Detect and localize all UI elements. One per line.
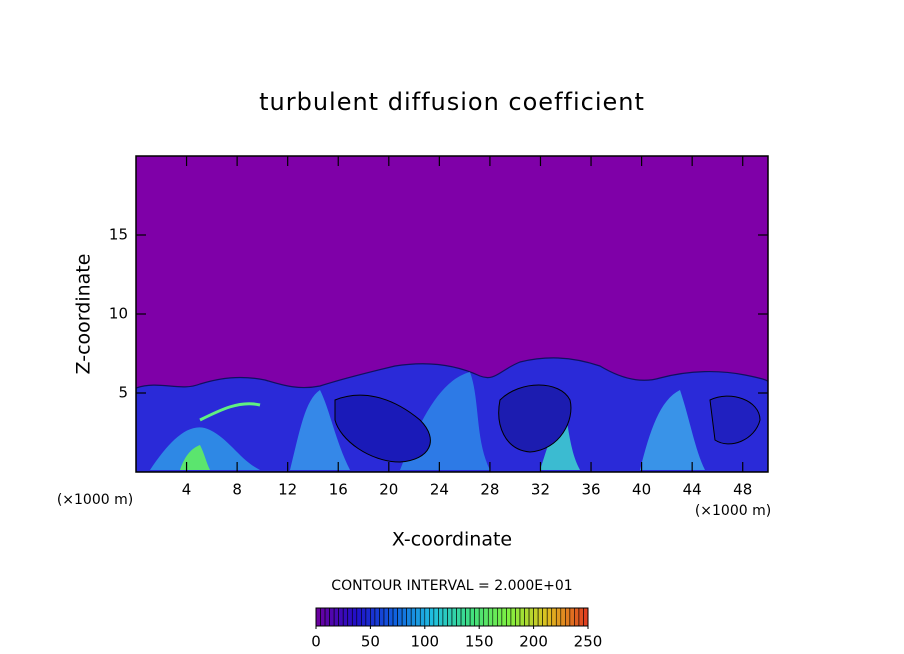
colorbar-swatch [351,607,358,627]
x-tick-label: 40 [632,481,651,499]
colorbar-swatch [320,607,326,627]
x-tick-label: 12 [278,481,297,499]
colorbar-swatch [492,607,498,627]
colorbar-swatch [533,607,539,627]
colorbar-swatch [401,607,407,627]
colorbar-swatch [497,607,503,627]
colorbar-swatch [460,607,466,627]
y-tick-label: 10 [109,305,128,323]
y-unit: (×1000 m) [57,492,133,508]
colorbar-swatch [324,607,330,627]
colorbar-swatch [456,607,462,627]
colorbar-tick-label: 250 [574,633,603,651]
colorbar-swatch [583,607,589,627]
colorbar-swatch [361,607,367,627]
colorbar-swatch [442,607,448,627]
colorbar-swatch [388,607,394,627]
colorbar-swatch [537,607,543,627]
turbulent-layer [136,357,768,472]
x-tick-label: 44 [683,481,702,499]
colorbar-swatch [542,607,548,627]
colorbar-swatch [392,607,398,627]
x-unit: (×1000 m) [695,503,771,519]
colorbar-swatch [333,607,339,627]
colorbar-swatch [347,607,353,627]
colorbar-swatch [465,607,471,627]
x-tick-label: 32 [531,481,550,499]
colorbar-swatch [506,607,512,627]
colorbar-swatch [383,607,389,627]
x-tick-label: 24 [430,481,449,499]
colorbar-swatch [370,607,376,627]
colorbar-swatch [560,607,566,627]
colorbar-swatch [565,607,571,627]
colorbar-swatch [451,607,457,627]
colorbar-swatch [429,607,435,627]
colorbar-swatch [356,607,362,627]
colorbar-swatch [569,607,575,627]
colorbar-swatch [406,607,412,627]
colorbar-swatch [474,607,480,627]
colorbar-swatch [315,607,321,627]
colorbar-swatch [397,607,403,627]
colorbar-swatch [528,607,534,627]
x-tick-label: 48 [733,481,752,499]
colorbar-swatch [510,607,516,627]
colorbar-tick-label: 0 [311,633,321,651]
colorbar-swatch [551,607,557,627]
colorbar-swatch [487,607,494,627]
colorbar-tick-label: 200 [519,633,548,651]
colorbar-swatch [379,607,385,627]
x-tick-label: 20 [379,481,398,499]
colorbar-swatch [501,607,507,627]
x-tick-label: 28 [480,481,499,499]
x-tick-label: 36 [581,481,600,499]
colorbar-swatch [438,607,444,627]
colorbar-tick-label: 100 [410,633,439,651]
colorbar-swatch [410,607,417,627]
colorbar-swatch [483,607,489,627]
x-axis-label: X-coordinate [392,529,512,551]
y-tick-label: 5 [118,384,128,402]
colorbar-swatch [424,607,430,627]
colorbar-swatch [519,607,525,627]
colorbar-frame [315,607,589,627]
colorbar-swatch [419,607,426,627]
y-axis-label: Z-coordinate [73,254,95,375]
colorbar-swatch [415,607,421,627]
contour-interval: CONTOUR INTERVAL = 2.000E+01 [331,578,572,594]
colorbar-swatch [374,607,380,627]
colorbar-tick-label: 50 [361,633,380,651]
colorbar-swatch [555,607,562,627]
chart-title: turbulent diffusion coefficient [259,88,645,116]
colorbar-swatch [447,607,453,627]
colorbar-swatch [515,607,521,627]
colorbar-swatch [365,607,371,627]
colorbar-swatch [433,607,439,627]
colorbar-swatch [329,607,335,627]
colorbar-swatch [478,607,485,627]
colorbar-swatch [524,607,530,627]
x-tick-label: 16 [329,481,348,499]
colorbar-swatch [546,607,553,627]
x-tick-label: 4 [182,481,192,499]
colorbar-swatch [338,607,344,627]
y-tick-label: 15 [109,226,128,244]
colorbar-swatch [342,607,349,627]
colorbar-tick-label: 150 [465,633,494,651]
colorbar-swatch [574,607,580,627]
x-tick-label: 8 [232,481,242,499]
colorbar-swatch [469,607,475,627]
colorbar-swatch [578,607,584,627]
